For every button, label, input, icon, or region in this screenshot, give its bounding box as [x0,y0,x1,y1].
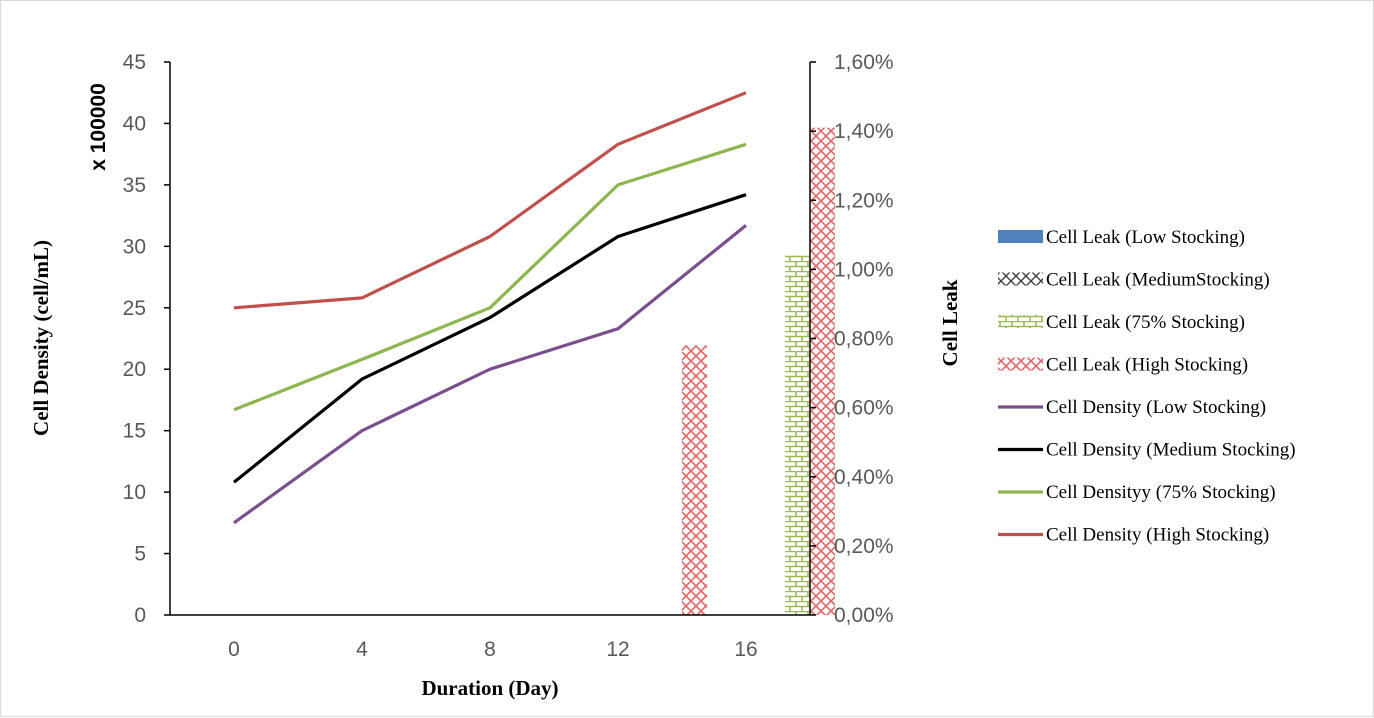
y-tick-label: 5 [134,543,146,566]
legend: Cell Leak (Low Stocking) Cell Leak (Mediu… [998,227,1296,546]
y2-tick-label: 1,60% [834,51,894,74]
y-tick-label: 10 [123,481,146,504]
legend-label: Cell Density (High Stocking) [1046,525,1269,546]
y2-tick-label: 1,20% [834,189,894,212]
y2-tick-label: 0,80% [834,328,894,351]
y2-tick-label: 0,40% [834,466,894,489]
y2-tick-label: 0,60% [834,397,894,420]
y-tick-label: 40 [123,112,146,135]
y-tick-label: 25 [123,297,146,320]
legend-label: Cell Leak (Low Stocking) [1046,227,1245,248]
legend-label: Cell Densityy (75% Stocking) [1046,482,1276,503]
legend-label: Cell Density (Medium Stocking) [1046,440,1296,461]
legend-swatch [998,315,1043,328]
y-tick-label: 0 [134,604,146,627]
legend-swatch [998,230,1043,243]
y2-tick-label: 1,40% [834,120,894,143]
x-tick-label: 16 [734,638,757,661]
legend-label: Cell Leak (High Stocking) [1046,355,1248,376]
legend-item: Cell Density (High Stocking) [998,525,1269,546]
y-axis-left-ticks: 0 5 10 15 20 25 30 35 40 45 [123,51,170,627]
y-axis-title: Cell Density (cell/mL) [29,240,53,436]
legend-label: Cell Leak (MediumStocking) [1046,270,1270,291]
y-tick-label: 15 [123,420,146,443]
y-axis-multiplier: x 100000 [87,83,110,171]
legend-swatch [998,358,1043,371]
y-tick-label: 45 [123,51,146,74]
line-series-group [234,93,746,523]
y2-axis-title: Cell Leak [938,279,962,366]
x-tick-label: 4 [356,638,368,661]
legend-label: Cell Leak (75% Stocking) [1046,312,1245,333]
y2-tick-label: 1,00% [834,258,894,281]
legend-item: Cell Density (Medium Stocking) [998,440,1296,461]
y-tick-label: 35 [123,174,146,197]
legend-swatch [998,273,1043,286]
y2-tick-label: 0,00% [834,604,894,627]
x-tick-label: 8 [484,638,496,661]
line-cell-density-high-stocking [234,93,746,308]
bar-cell-leak-high-stocking [682,345,707,615]
x-axis-ticks: 0 4 8 12 16 [228,638,758,661]
bar-cell-leak-75-stocking [785,256,810,615]
legend-item: Cell Leak (75% Stocking) [998,312,1245,333]
x-tick-label: 0 [228,638,240,661]
y-tick-label: 20 [123,358,146,381]
y2-tick-label: 0,20% [834,535,894,558]
legend-item: Cell Leak (Low Stocking) [998,227,1245,248]
x-tick-label: 12 [606,638,629,661]
legend-item: Cell Densityy (75% Stocking) [998,482,1276,503]
legend-item: Cell Leak (MediumStocking) [998,270,1270,291]
y-tick-label: 30 [123,235,146,258]
legend-item: Cell Density (Low Stocking) [998,397,1266,418]
x-axis-title: Duration (Day) [421,676,558,700]
legend-item: Cell Leak (High Stocking) [998,355,1248,376]
legend-label: Cell Density (Low Stocking) [1046,397,1266,418]
line-cell-density-low-stocking [234,225,746,522]
